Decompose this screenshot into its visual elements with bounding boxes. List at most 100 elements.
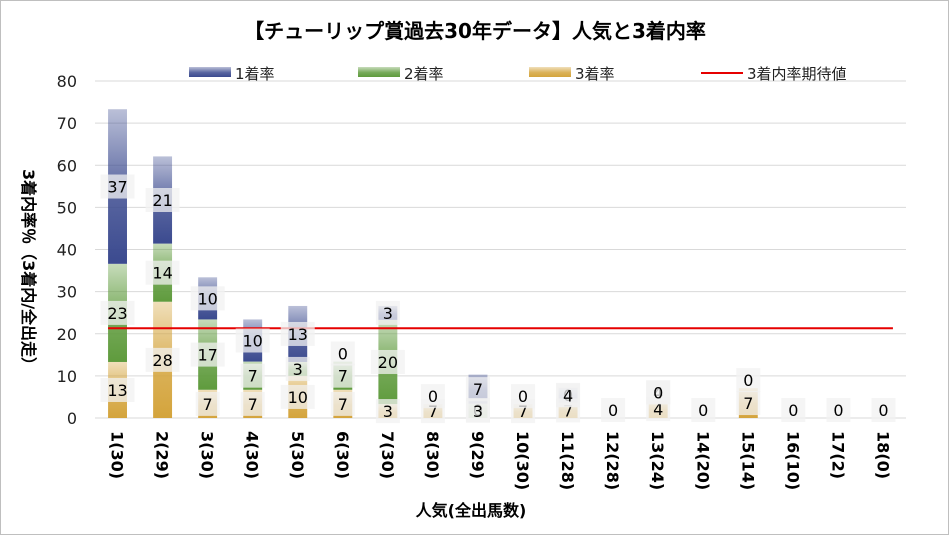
x-tick-label: 2(29): [153, 431, 172, 479]
x-tick-label: 18(0): [873, 431, 892, 479]
x-tick-label: 10(30): [513, 431, 532, 490]
data-label: 23: [107, 304, 127, 323]
data-label: 0: [743, 371, 753, 390]
x-tick-label: 6(30): [333, 431, 352, 479]
data-label: 0: [338, 345, 348, 364]
x-tick-label: 14(20): [693, 431, 712, 490]
data-label: 7: [518, 402, 528, 421]
data-label-box: [240, 363, 265, 388]
data-label: 7: [203, 395, 213, 414]
data-label-box: [646, 380, 671, 405]
data-label-box: [285, 356, 310, 381]
data-label: 7: [338, 367, 348, 386]
x-tick-label: 8(30): [423, 431, 442, 479]
data-label-box: [330, 341, 355, 366]
legend-swatch: [358, 67, 400, 77]
data-label-box: [511, 384, 536, 409]
data-label: 3: [473, 402, 483, 421]
data-label: 21: [152, 191, 172, 210]
y-tick-label: 50: [57, 198, 77, 217]
data-label: 7: [428, 402, 438, 421]
data-label-box: [195, 391, 220, 416]
data-label-box: [375, 399, 400, 424]
y-tick-label: 40: [57, 241, 77, 260]
data-label-box: [100, 174, 135, 199]
data-label: 28: [152, 351, 172, 370]
data-label-box: [465, 377, 490, 402]
data-label: 7: [743, 394, 753, 413]
data-label: 0: [608, 401, 618, 420]
y-tick-label: 0: [67, 409, 77, 428]
gridlines: [95, 80, 906, 419]
data-label-box: [235, 328, 270, 353]
data-label-box: [145, 260, 180, 285]
data-label-box: [465, 398, 490, 423]
data-label: 13: [288, 325, 308, 344]
data-label: 7: [248, 367, 258, 386]
data-label-box: [370, 349, 405, 374]
y-axis-ticks: 0 10 20 30 40 50 60 70 80: [57, 72, 77, 428]
data-label: 7: [338, 395, 348, 414]
y-axis-title: 3着内率％（3着内/全出走）: [19, 169, 38, 373]
data-label: 17: [197, 346, 217, 365]
legend-swatch: [529, 67, 571, 77]
bars: [108, 109, 758, 418]
x-tick-label: 9(29): [468, 431, 487, 479]
data-label: 7: [248, 395, 258, 414]
data-label-box: [100, 300, 135, 325]
data-label: 13: [107, 381, 127, 400]
data-label-box: [871, 398, 896, 422]
data-label-box: [145, 188, 180, 213]
x-axis-title: 人気(全出馬数): [416, 501, 527, 520]
data-label: 0: [878, 401, 888, 420]
data-label-box: [280, 384, 315, 409]
y-tick-label: 30: [57, 283, 77, 302]
data-label: 14: [152, 264, 172, 283]
data-label: 0: [833, 401, 843, 420]
data-label-box: [826, 398, 851, 422]
data-label-box: [330, 391, 355, 416]
x-tick-label: 16(10): [783, 431, 802, 490]
legend-label: 3着率: [575, 65, 615, 83]
data-label: 37: [107, 178, 127, 197]
data-label-box: [420, 384, 445, 409]
data-label-box: [190, 286, 225, 311]
data-label-box: [736, 391, 761, 416]
data-label: 7: [563, 401, 573, 420]
data-label: 0: [518, 387, 528, 406]
data-label: 3: [383, 402, 393, 421]
data-label: 4: [653, 400, 663, 419]
x-tick-label: 4(30): [243, 431, 262, 479]
data-label-box: [145, 347, 180, 372]
data-label-box: [330, 363, 355, 388]
data-label: 4: [563, 386, 573, 405]
legend-swatch: [189, 67, 231, 77]
data-label-box: [781, 398, 806, 422]
data-label-box: [240, 391, 265, 416]
data-label-box: [375, 300, 400, 325]
chart-title: 【チューリップ賞過去30年データ】人気と3着内率: [244, 19, 706, 43]
legend-label: 2着率: [404, 65, 444, 83]
x-tick-label: 17(2): [828, 431, 847, 479]
x-tick-label: 5(30): [288, 431, 307, 479]
x-tick-label: 3(30): [198, 431, 217, 479]
data-label: 0: [428, 387, 438, 406]
y-tick-label: 60: [57, 156, 77, 175]
legend: 1着率 2着率 3着率 3着内率期待値: [189, 65, 847, 83]
y-tick-label: 70: [57, 114, 77, 133]
x-tick-label: 13(24): [648, 431, 667, 490]
data-label-box: [556, 383, 581, 408]
data-label-box: [100, 377, 135, 402]
data-label: 0: [698, 401, 708, 420]
data-label: 10: [197, 289, 217, 308]
data-label-box: [601, 398, 626, 422]
x-tick-label: 11(28): [558, 431, 577, 490]
data-label: 3: [293, 360, 303, 379]
data-label: 3: [383, 304, 393, 323]
x-tick-label: 12(28): [603, 431, 622, 490]
data-label-box: [190, 342, 225, 367]
data-label-box: [280, 321, 315, 346]
data-label-box: [691, 398, 716, 422]
